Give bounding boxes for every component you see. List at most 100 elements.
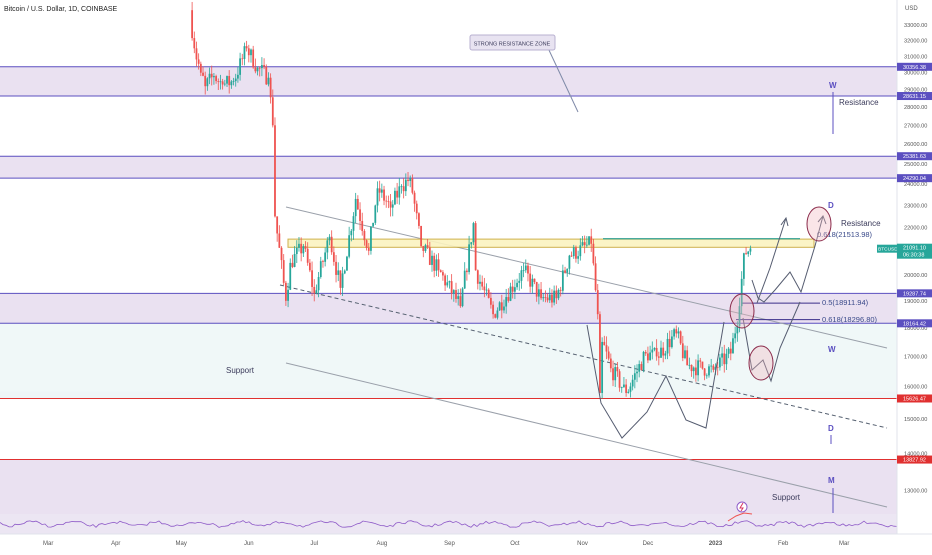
candle-body bbox=[664, 353, 667, 356]
candle-body bbox=[199, 63, 202, 73]
candle-body bbox=[688, 364, 691, 366]
candle-body bbox=[542, 297, 545, 299]
candle-body bbox=[330, 236, 333, 253]
candle-body bbox=[322, 261, 324, 262]
candle-body bbox=[686, 350, 689, 366]
zone-band bbox=[0, 459, 897, 514]
candle-body bbox=[487, 289, 490, 298]
price-tick-label: 27000.00 bbox=[904, 123, 927, 129]
axis-unit-label: USD bbox=[905, 6, 918, 12]
candle-body bbox=[468, 244, 470, 273]
candle-body bbox=[660, 347, 662, 358]
projection-path-mid bbox=[756, 217, 787, 304]
candle-body bbox=[208, 73, 211, 79]
candle-body bbox=[623, 384, 625, 388]
candle-body bbox=[245, 46, 248, 49]
candle-body bbox=[701, 361, 704, 369]
candle-body bbox=[708, 366, 710, 376]
time-tick-label: Jun bbox=[244, 541, 254, 547]
candle-body bbox=[452, 290, 455, 294]
candle-body bbox=[446, 282, 449, 286]
candle-body bbox=[356, 198, 359, 210]
candle-body bbox=[551, 294, 553, 303]
candle-body bbox=[306, 248, 309, 263]
price-tick-label: 20000.00 bbox=[904, 273, 927, 279]
level-price-tag bbox=[897, 62, 932, 71]
candle-body bbox=[295, 247, 298, 255]
candle-body bbox=[647, 353, 649, 361]
timeframe-label: D bbox=[828, 424, 834, 433]
candle-body bbox=[736, 326, 739, 334]
candle-body bbox=[315, 290, 318, 294]
level-price-tag-text: 18164.42 bbox=[903, 321, 926, 327]
time-tick-label: Mar bbox=[43, 541, 53, 547]
candle-body bbox=[594, 263, 597, 291]
time-tick-label: Nov bbox=[577, 541, 588, 547]
candle-body bbox=[742, 253, 745, 279]
candle-body bbox=[690, 364, 693, 372]
candle-body bbox=[343, 270, 346, 274]
time-tick-label: Mar bbox=[839, 541, 849, 547]
flash-icon bbox=[736, 501, 748, 513]
candle-body bbox=[237, 74, 239, 79]
candle-body bbox=[455, 290, 457, 299]
candle-body bbox=[599, 314, 601, 393]
candle-body bbox=[529, 273, 532, 287]
candle-body bbox=[221, 81, 224, 85]
price-axis-bg bbox=[897, 0, 932, 534]
candle-body bbox=[671, 336, 673, 348]
candle-body bbox=[442, 272, 444, 276]
candle-body bbox=[461, 288, 464, 307]
candle-body bbox=[638, 364, 641, 372]
candle-body bbox=[618, 371, 621, 388]
level-price-tag bbox=[897, 92, 932, 101]
candle-body bbox=[217, 81, 220, 82]
candle-body bbox=[313, 286, 316, 294]
candle-body bbox=[500, 302, 503, 311]
candle-body bbox=[527, 265, 529, 274]
candle-body bbox=[681, 343, 684, 359]
candle-body bbox=[300, 243, 303, 254]
candle-body bbox=[564, 270, 566, 273]
price-tick-label: 19000.00 bbox=[904, 299, 927, 305]
candle-body bbox=[385, 200, 388, 202]
candle-body bbox=[636, 371, 638, 374]
candle-body bbox=[232, 81, 235, 82]
candle-body bbox=[540, 289, 542, 299]
candle-body bbox=[583, 242, 586, 246]
candle-body bbox=[219, 81, 222, 83]
candle-body bbox=[747, 251, 750, 255]
candle-body bbox=[516, 282, 518, 288]
candle-body bbox=[215, 76, 218, 82]
candle-body bbox=[210, 73, 213, 78]
candle-body bbox=[657, 356, 660, 358]
candle-body bbox=[424, 245, 427, 251]
candle-body bbox=[629, 386, 632, 392]
fib-label: 0.618(21513.98) bbox=[817, 230, 873, 239]
level-price-tag-text: 15626.47 bbox=[903, 396, 926, 402]
candle-body bbox=[302, 246, 305, 254]
channel-lower-line bbox=[285, 362, 888, 508]
candle-body bbox=[426, 245, 429, 248]
price-tick-label: 14000.00 bbox=[904, 451, 927, 457]
candle-body bbox=[494, 314, 497, 318]
candle-body bbox=[291, 262, 294, 267]
candle-body bbox=[732, 338, 734, 354]
candle-body bbox=[640, 364, 643, 371]
timeframe-label: M bbox=[828, 476, 835, 485]
price-tick-label: 17000.00 bbox=[904, 354, 927, 360]
arrow-head bbox=[780, 216, 789, 227]
candle-body bbox=[607, 351, 610, 359]
candle-body bbox=[241, 58, 244, 60]
candle-body bbox=[413, 192, 416, 204]
candle-body bbox=[250, 49, 252, 56]
candle-body bbox=[703, 368, 706, 376]
candles bbox=[191, 1, 752, 399]
candle-body bbox=[350, 230, 353, 236]
time-tick-label: Feb bbox=[778, 541, 789, 547]
candle-body bbox=[352, 216, 355, 231]
candle-body bbox=[581, 242, 584, 246]
candle-body bbox=[522, 270, 525, 272]
candle-body bbox=[252, 49, 255, 68]
